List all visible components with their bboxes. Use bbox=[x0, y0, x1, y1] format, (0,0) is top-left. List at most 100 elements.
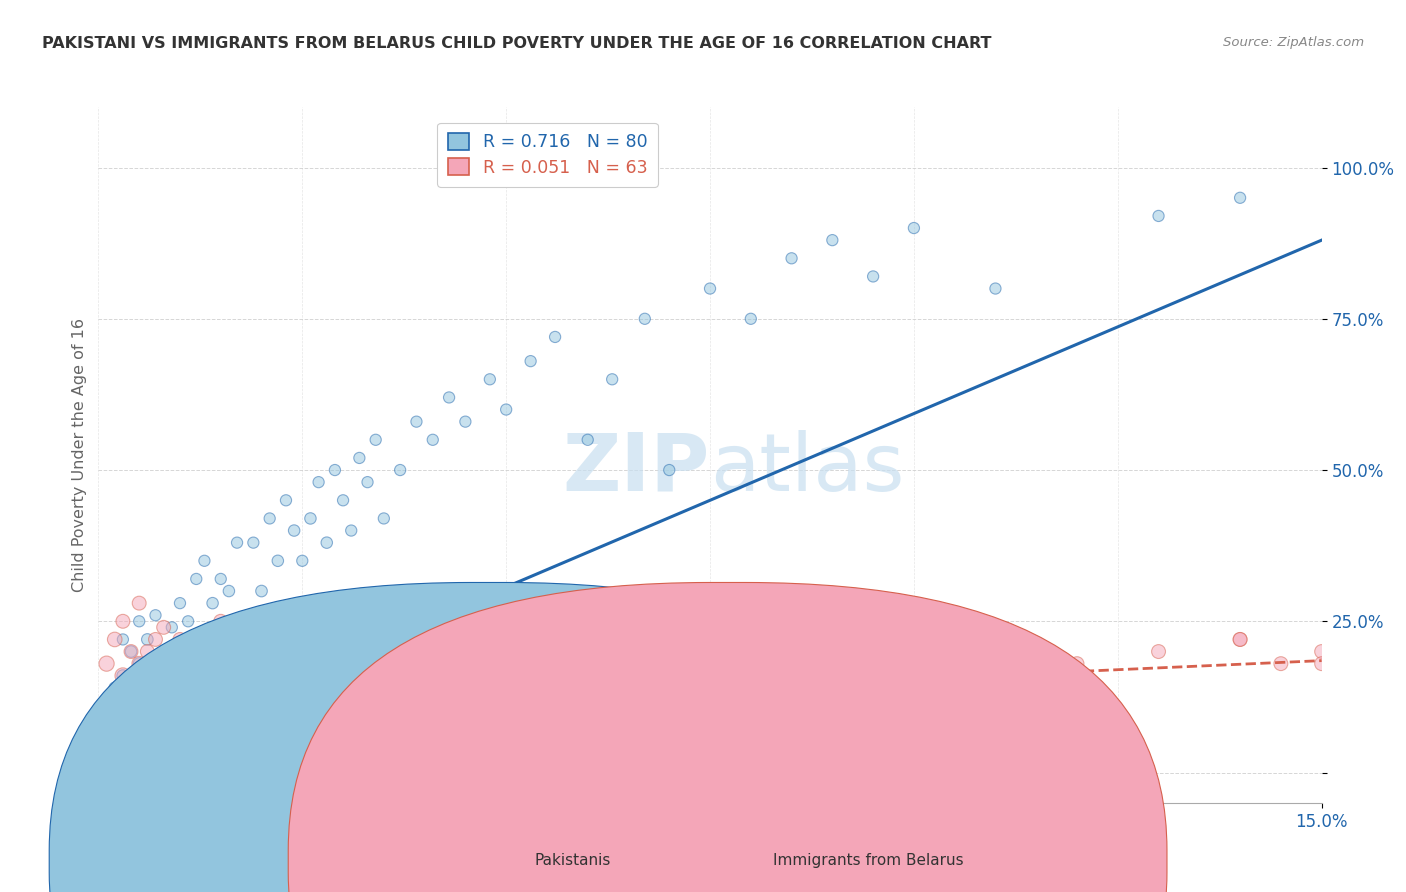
Point bbox=[128, 596, 150, 610]
Point bbox=[1270, 657, 1292, 671]
Point bbox=[201, 717, 224, 731]
Point bbox=[120, 723, 142, 738]
Point bbox=[519, 354, 541, 368]
Point bbox=[169, 596, 191, 610]
Point bbox=[340, 524, 363, 538]
Point bbox=[233, 615, 256, 629]
Point bbox=[136, 717, 159, 731]
Point bbox=[478, 693, 501, 707]
Point bbox=[821, 233, 844, 247]
Point bbox=[152, 620, 174, 634]
Point bbox=[96, 754, 118, 768]
Text: PAKISTANI VS IMMIGRANTS FROM BELARUS CHILD POVERTY UNDER THE AGE OF 16 CORRELATI: PAKISTANI VS IMMIGRANTS FROM BELARUS CHI… bbox=[42, 36, 991, 51]
Point bbox=[740, 705, 762, 719]
Point bbox=[120, 681, 142, 695]
Point bbox=[699, 281, 721, 295]
Point bbox=[145, 608, 167, 623]
Point bbox=[299, 674, 322, 689]
Point bbox=[111, 669, 134, 683]
Point bbox=[104, 741, 127, 756]
Point bbox=[780, 252, 803, 266]
Point bbox=[373, 511, 395, 525]
Point bbox=[169, 657, 191, 671]
Point bbox=[145, 632, 167, 647]
Point bbox=[437, 391, 460, 405]
Point bbox=[984, 281, 1007, 295]
Point bbox=[169, 705, 191, 719]
Point bbox=[600, 372, 623, 386]
Point bbox=[405, 415, 427, 429]
Point bbox=[218, 693, 240, 707]
Point bbox=[120, 644, 142, 658]
Point bbox=[152, 693, 174, 707]
Point bbox=[1229, 191, 1251, 205]
Point bbox=[186, 705, 208, 719]
Point bbox=[233, 717, 256, 731]
Point bbox=[259, 511, 281, 525]
Point bbox=[145, 693, 167, 707]
Point bbox=[299, 511, 322, 525]
Point bbox=[536, 674, 558, 689]
Point bbox=[454, 415, 477, 429]
Point bbox=[1147, 209, 1170, 223]
Point bbox=[177, 615, 200, 629]
Point bbox=[634, 311, 657, 326]
Point bbox=[160, 657, 183, 671]
Point bbox=[349, 450, 371, 465]
Point bbox=[283, 524, 305, 538]
Point bbox=[495, 402, 517, 417]
Point bbox=[136, 674, 159, 689]
Point bbox=[186, 644, 208, 658]
Point bbox=[1066, 674, 1088, 689]
Point bbox=[96, 705, 118, 719]
Point bbox=[308, 475, 330, 490]
Point bbox=[446, 657, 468, 671]
Point bbox=[96, 735, 118, 749]
Text: Source: ZipAtlas.com: Source: ZipAtlas.com bbox=[1223, 36, 1364, 49]
Point bbox=[136, 644, 159, 658]
Point bbox=[389, 463, 412, 477]
Point bbox=[984, 674, 1007, 689]
Point bbox=[242, 674, 264, 689]
Point bbox=[120, 644, 142, 658]
Text: Immigrants from Belarus: Immigrants from Belarus bbox=[773, 854, 965, 868]
Point bbox=[821, 657, 844, 671]
Point bbox=[422, 433, 444, 447]
Point bbox=[315, 535, 337, 549]
Point bbox=[576, 433, 599, 447]
Point bbox=[120, 687, 142, 701]
Point bbox=[111, 615, 134, 629]
Point bbox=[1310, 657, 1333, 671]
Point bbox=[356, 693, 378, 707]
Point bbox=[1229, 632, 1251, 647]
Point bbox=[111, 669, 134, 683]
Point bbox=[332, 493, 354, 508]
Point bbox=[226, 657, 249, 671]
Point bbox=[128, 657, 150, 671]
Point bbox=[104, 632, 127, 647]
Point bbox=[364, 433, 387, 447]
Point bbox=[145, 657, 167, 671]
Point bbox=[160, 717, 183, 731]
Point bbox=[104, 681, 127, 695]
Point bbox=[226, 535, 249, 549]
Point bbox=[111, 735, 134, 749]
Point bbox=[152, 705, 174, 719]
Point bbox=[177, 674, 200, 689]
Point bbox=[177, 674, 200, 689]
Point bbox=[160, 681, 183, 695]
Point bbox=[1229, 632, 1251, 647]
Point bbox=[160, 620, 183, 634]
Text: atlas: atlas bbox=[710, 430, 904, 508]
Point bbox=[250, 584, 273, 599]
Point bbox=[315, 705, 337, 719]
Point bbox=[209, 572, 232, 586]
Point bbox=[658, 693, 681, 707]
Point bbox=[495, 717, 517, 731]
Point bbox=[381, 674, 404, 689]
Point bbox=[111, 717, 134, 731]
Point bbox=[903, 644, 925, 658]
Point bbox=[658, 463, 681, 477]
Point bbox=[413, 705, 436, 719]
Point bbox=[186, 572, 208, 586]
